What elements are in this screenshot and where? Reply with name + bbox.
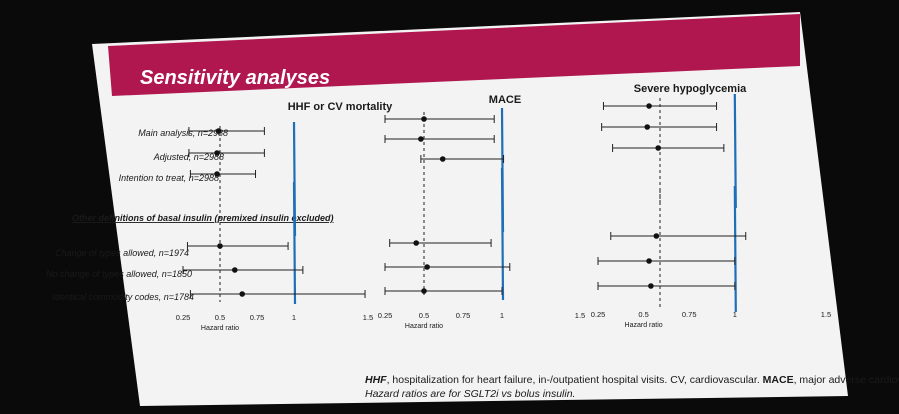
tick-label-mace-2: 0.75 bbox=[456, 311, 471, 320]
tick-label-hhf-2: 0.75 bbox=[250, 313, 265, 322]
title-banner bbox=[108, 14, 800, 96]
row-label-identical-codes: Identical commodity codes, n=1784 bbox=[53, 292, 194, 302]
point-estimate-mace-5 bbox=[424, 264, 430, 270]
point-estimate-hhf-4 bbox=[217, 243, 223, 249]
point-estimate-mace-2 bbox=[418, 136, 424, 142]
row-label-main: Main analysis, n=2988 bbox=[138, 128, 228, 138]
point-estimate-hhf-2 bbox=[214, 150, 220, 156]
axis-label-mace: Hazard ratio bbox=[405, 323, 443, 330]
ref-line-hypo-g2 bbox=[733, 185, 737, 313]
tick-label-mace-1: 0.5 bbox=[419, 311, 429, 320]
point-estimate-hypo-4 bbox=[653, 233, 660, 239]
point-estimate-mace-6 bbox=[421, 288, 427, 294]
point-estimate-mace-3 bbox=[439, 156, 446, 162]
group-heading: Other definitions of basal insulin (prem… bbox=[72, 213, 334, 223]
point-estimate-mace-1 bbox=[421, 116, 427, 122]
axis-label-hypo: Hazard ratio bbox=[625, 322, 663, 329]
slide-surface bbox=[92, 12, 848, 406]
tick-label-mace-3: 1 bbox=[500, 311, 504, 320]
tick-label-hypo-0: 0.25 bbox=[591, 310, 606, 319]
tick-label-mace-0: 0.25 bbox=[378, 311, 393, 320]
point-estimate-hhf-3 bbox=[214, 171, 220, 177]
point-estimate-hypo-1 bbox=[646, 103, 652, 109]
point-estimate-hypo-6 bbox=[648, 283, 654, 289]
tick-label-hypo-2: 0.75 bbox=[682, 310, 697, 319]
panel-title-hypo: Severe hypoglycemia bbox=[634, 83, 747, 95]
footnote-mace-text: , major adverse cardiovascular event. bbox=[794, 374, 899, 386]
ref-line-hhf-g2 bbox=[292, 181, 297, 305]
point-estimate-hypo-5 bbox=[646, 258, 652, 264]
tick-label-hhf-3: 1 bbox=[292, 313, 296, 322]
point-estimate-hypo-3 bbox=[655, 145, 661, 151]
panel-title-mace: MACE bbox=[489, 94, 521, 106]
forest-plots: 0.25 0.5 0.75 1 1.5 Hazard ratio 0.25 0.5 0.75 1 1… bbox=[176, 93, 831, 332]
tick-label-hypo-1: 0.5 bbox=[638, 310, 648, 319]
footnote-line-1: HHF, hospitalization for heart failure, … bbox=[365, 374, 899, 386]
tick-label-hhf-0: 0.25 bbox=[176, 313, 191, 322]
slide-title: Sensitivity analyses bbox=[140, 67, 330, 89]
row-label-no-change: No change of types allowed, n=1850 bbox=[46, 269, 192, 279]
footnote-hhf-abbr: HHF bbox=[365, 374, 387, 386]
tick-label-mace-4: 1.5 bbox=[575, 311, 585, 320]
point-estimate-hhf-5 bbox=[232, 267, 238, 273]
ref-line-mace-g2 bbox=[500, 167, 505, 301]
tick-label-hhf-1: 0.5 bbox=[215, 313, 225, 322]
point-estimate-hhf-1 bbox=[215, 128, 222, 134]
footnote-hhf-text: , hospitalization for heart failure, in-… bbox=[387, 374, 763, 386]
point-estimate-hhf-6 bbox=[239, 291, 245, 297]
row-label-adjusted: Adjusted, n=2988 bbox=[153, 152, 224, 162]
tick-label-hhf-4: 1.5 bbox=[363, 313, 373, 322]
axis-label-hhf: Hazard ratio bbox=[201, 325, 239, 332]
point-estimate-hypo-2 bbox=[644, 124, 651, 130]
footnote-mace-abbr: MACE bbox=[763, 374, 794, 386]
tick-label-hypo-4: 1.5 bbox=[821, 310, 831, 319]
panel-title-hhf: HHF or CV mortality bbox=[288, 101, 393, 113]
row-label-itt: Intention to treat, n=2988 bbox=[119, 173, 219, 183]
tick-label-hypo-3: 1 bbox=[733, 310, 737, 319]
row-label-change-allowed: Change of types allowed, n=1974 bbox=[55, 248, 189, 258]
point-estimate-mace-4 bbox=[413, 240, 420, 246]
footnote-line-2: Hazard ratios are for SGLT2i vs bolus in… bbox=[365, 388, 575, 400]
